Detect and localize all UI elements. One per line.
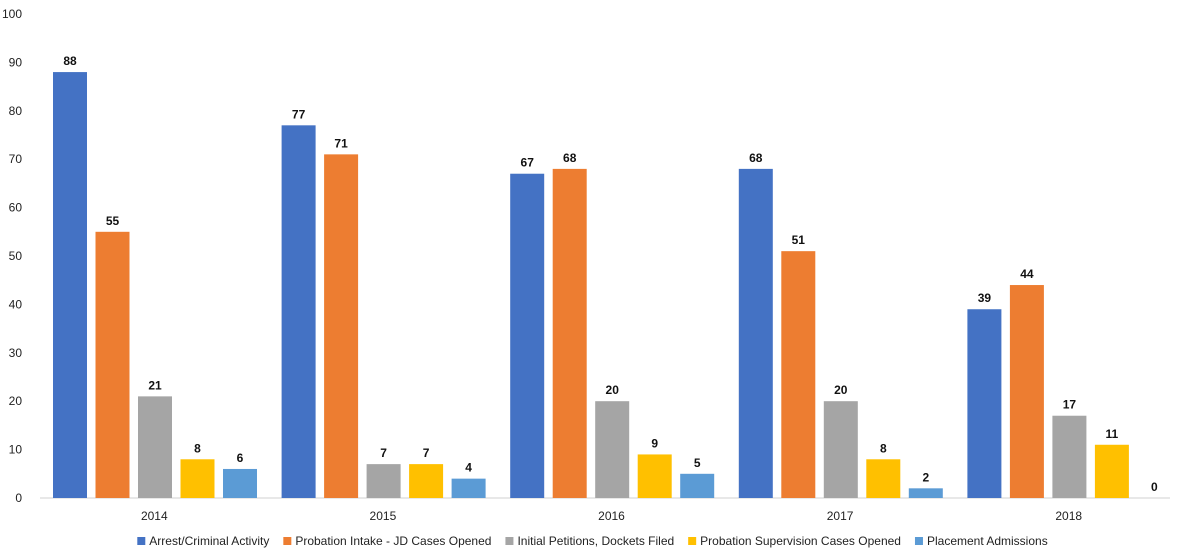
bar	[181, 459, 215, 498]
bar	[866, 459, 900, 498]
data-label: 20	[606, 383, 620, 397]
legend-swatch	[283, 537, 291, 545]
bar	[223, 469, 257, 498]
bar	[53, 72, 87, 498]
x-tick-label: 2015	[370, 509, 397, 523]
data-label: 21	[148, 378, 162, 392]
bar	[1095, 445, 1129, 498]
legend-label: Arrest/Criminal Activity	[149, 534, 269, 548]
y-tick-label: 20	[9, 394, 23, 408]
data-label: 88	[63, 54, 77, 68]
y-tick-label: 70	[9, 152, 23, 166]
data-label: 6	[237, 451, 244, 465]
bar-group-2017: 68 51 20 8 2	[739, 151, 943, 498]
legend-swatch	[505, 537, 513, 545]
y-tick-label: 50	[9, 249, 23, 263]
data-label: 2	[922, 470, 929, 484]
bar	[138, 396, 172, 498]
x-tick-label: 2016	[598, 509, 625, 523]
bar	[1052, 416, 1086, 498]
legend: Arrest/Criminal Activity Probation Intake…	[137, 534, 1047, 548]
bar	[510, 174, 544, 498]
legend-label: Probation Supervision Cases Opened	[700, 534, 901, 548]
x-tick-label: 2014	[141, 509, 168, 523]
data-label: 4	[465, 461, 472, 475]
bar	[324, 154, 358, 498]
legend-item: Probation Supervision Cases Opened	[688, 534, 901, 548]
y-axis: 0 10 20 30 40 50 60 70 80 90 100	[2, 7, 22, 505]
bar	[967, 309, 1001, 498]
data-label: 67	[521, 156, 535, 170]
bar	[781, 251, 815, 498]
y-tick-label: 100	[2, 7, 22, 21]
data-label: 71	[334, 136, 348, 150]
legend-swatch	[137, 537, 145, 545]
bar	[595, 401, 629, 498]
legend-item: Probation Intake - JD Cases Opened	[283, 534, 491, 548]
data-label: 55	[106, 214, 120, 228]
data-label: 39	[978, 291, 992, 305]
bar-group-2016: 67 68 20 9 5	[510, 151, 714, 498]
bar	[452, 479, 486, 498]
legend-swatch	[688, 537, 696, 545]
y-tick-label: 30	[9, 346, 23, 360]
y-tick-label: 80	[9, 104, 23, 118]
data-label: 5	[694, 456, 701, 470]
data-label: 68	[563, 151, 577, 165]
bar	[367, 464, 401, 498]
bar	[409, 464, 443, 498]
data-label: 8	[194, 441, 201, 455]
data-label: 9	[651, 436, 658, 450]
bar-group-2018: 39 44 17 11 0	[967, 267, 1158, 498]
data-label: 68	[749, 151, 763, 165]
data-label: 8	[880, 441, 887, 455]
y-tick-label: 60	[9, 201, 23, 215]
legend-label: Probation Intake - JD Cases Opened	[295, 534, 491, 548]
bar	[1010, 285, 1044, 498]
data-label: 0	[1151, 480, 1158, 494]
bar	[282, 125, 316, 498]
bar	[680, 474, 714, 498]
legend-label: Placement Admissions	[927, 534, 1048, 548]
data-label: 77	[292, 107, 306, 121]
data-label: 7	[423, 446, 430, 460]
x-tick-label: 2018	[1055, 509, 1082, 523]
legend-label: Initial Petitions, Dockets Filed	[517, 534, 674, 548]
bar	[739, 169, 773, 498]
legend-item: Initial Petitions, Dockets Filed	[505, 534, 674, 548]
data-label: 11	[1106, 427, 1119, 441]
legend-item: Arrest/Criminal Activity	[137, 534, 269, 548]
x-axis: 2014 2015 2016 2017 2018	[40, 498, 1170, 523]
bar-group-2014: 88 55 21 8 6	[53, 54, 257, 498]
data-label: 44	[1020, 267, 1034, 281]
y-tick-label: 0	[15, 491, 22, 505]
data-label: 20	[834, 383, 848, 397]
legend-swatch	[915, 537, 923, 545]
data-label: 51	[792, 233, 806, 247]
y-tick-label: 90	[9, 55, 23, 69]
bar	[638, 454, 672, 498]
data-label: 17	[1063, 398, 1077, 412]
bar	[553, 169, 587, 498]
y-tick-label: 40	[9, 297, 23, 311]
data-label: 7	[380, 446, 387, 460]
bar	[909, 488, 943, 498]
legend-item: Placement Admissions	[915, 534, 1048, 548]
x-tick-label: 2017	[827, 509, 854, 523]
bar	[96, 232, 130, 498]
bar	[824, 401, 858, 498]
y-tick-label: 10	[9, 443, 23, 457]
